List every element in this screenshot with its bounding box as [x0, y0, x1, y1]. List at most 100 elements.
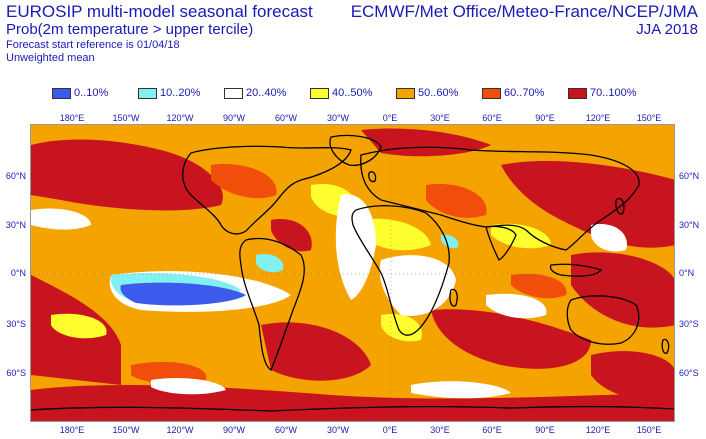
lowest-probability-regions [120, 282, 246, 306]
lon-label: 60°W [274, 113, 298, 123]
lon-label: 0°E [382, 113, 398, 123]
lon-label: 150°E [636, 425, 662, 435]
season-text: JJA 2018 [636, 21, 698, 38]
probability-map [30, 124, 675, 422]
lon-label: 0°E [382, 425, 398, 435]
legend-item: 50..60% [396, 87, 482, 99]
legend-swatch [568, 87, 587, 99]
lat-label: 30°S [679, 319, 699, 329]
region-20-40 [591, 224, 627, 252]
map-title: EUROSIP multi-model seasonal forecast [6, 2, 313, 21]
region-60-70 [211, 164, 277, 199]
lat-label: 60°N [679, 171, 700, 181]
region-60-70 [131, 361, 207, 384]
region-20-40 [379, 255, 456, 316]
legend-label: 20..40% [246, 87, 287, 99]
legend-swatch [224, 87, 243, 99]
coastline-south-america [239, 237, 305, 371]
lon-label: 120°E [585, 425, 611, 435]
legend-item: 10..20% [138, 87, 224, 99]
legend-item: 70..100% [568, 87, 654, 99]
legend-label: 10..20% [160, 87, 201, 99]
legend-label: 0..10% [74, 87, 109, 99]
region-40-50 [361, 218, 431, 251]
lon-label: 30°W [326, 425, 350, 435]
region-70-100 [591, 351, 674, 401]
coastline-north-america [182, 145, 352, 235]
coastline-india [485, 225, 517, 261]
region-20-40 [411, 381, 511, 399]
lon-label: 120°W [166, 425, 194, 435]
legend-swatch [138, 87, 157, 99]
forecast-start-text: Forecast start reference is 01/04/18 [6, 39, 180, 51]
lat-label: 60°S [6, 368, 26, 378]
coastline-indonesia [549, 263, 603, 277]
coastline-antarctica [31, 405, 674, 412]
lon-label: 30°W [326, 113, 350, 123]
graticule [31, 125, 674, 421]
legend-item: 40..50% [310, 87, 396, 99]
region-70-100 [261, 322, 371, 381]
coastline-africa [351, 205, 450, 336]
legend-label: 70..100% [590, 87, 637, 99]
legend-item: 0..10% [52, 87, 138, 99]
region-70-100 [31, 139, 223, 211]
region-40-50 [491, 223, 551, 249]
color-legend: 0..10% 10..20% 20..40% 40..50% 50..60% 6… [52, 87, 654, 99]
lon-label: 180°E [59, 425, 85, 435]
lon-label: 150°W [112, 113, 140, 123]
lat-label: 60°S [679, 368, 699, 378]
region-20-40 [151, 378, 226, 395]
lat-label: 30°N [679, 220, 700, 230]
legend-label: 60..70% [504, 87, 545, 99]
region-70-100 [431, 309, 591, 369]
region-60-70 [426, 184, 487, 218]
region-70-100 [571, 252, 674, 328]
coastline-new-zealand [661, 338, 670, 354]
lon-label: 150°W [112, 425, 140, 435]
lon-label: 30°E [430, 425, 450, 435]
region-40-50 [51, 313, 107, 339]
legend-label: 50..60% [418, 87, 459, 99]
lat-label: 30°S [6, 319, 26, 329]
region-70-100 [501, 160, 674, 248]
lon-label: 120°W [166, 113, 194, 123]
lat-label: 30°N [5, 220, 26, 230]
lon-label: 90°E [535, 425, 555, 435]
lat-label: 0°N [10, 268, 26, 278]
coastline-japan [615, 197, 625, 215]
lon-label: 60°E [482, 113, 502, 123]
lon-label: 60°E [482, 425, 502, 435]
centres-block: ECMWF/Met Office/Meteo-France/NCEP/JMA J… [351, 2, 698, 39]
legend-item: 60..70% [482, 87, 568, 99]
coastline-greenland [329, 134, 382, 166]
lon-label: 150°E [636, 113, 662, 123]
legend-swatch [310, 87, 329, 99]
lon-label: 60°W [274, 425, 298, 435]
lon-label: 90°W [222, 425, 246, 435]
map-svg [31, 125, 674, 421]
upper-probability-regions [131, 164, 567, 384]
legend-label: 40..50% [332, 87, 373, 99]
coastlines [31, 134, 674, 412]
coastline-eurasia [360, 146, 640, 251]
region-0-10 [120, 282, 246, 306]
legend-swatch [52, 87, 71, 99]
region-20-40 [486, 293, 547, 319]
legend-item: 20..40% [224, 87, 310, 99]
lat-label: 60°N [5, 171, 26, 181]
region-10-20 [256, 253, 284, 273]
legend-swatch [396, 87, 415, 99]
title-block: EUROSIP multi-model seasonal forecast Pr… [6, 2, 313, 65]
map-subtitle: Prob(2m temperature > upper tercile) [6, 21, 254, 38]
lon-label: 30°E [430, 113, 450, 123]
lon-label: 90°E [535, 113, 555, 123]
region-60-70 [511, 273, 567, 299]
legend-swatch [482, 87, 501, 99]
coastline-australia [566, 295, 640, 345]
lon-label: 90°W [222, 113, 246, 123]
lon-label: 120°E [585, 113, 611, 123]
region-20-40 [335, 194, 376, 300]
lat-label: 0°N [679, 268, 695, 278]
lon-label: 180°E [59, 113, 85, 123]
